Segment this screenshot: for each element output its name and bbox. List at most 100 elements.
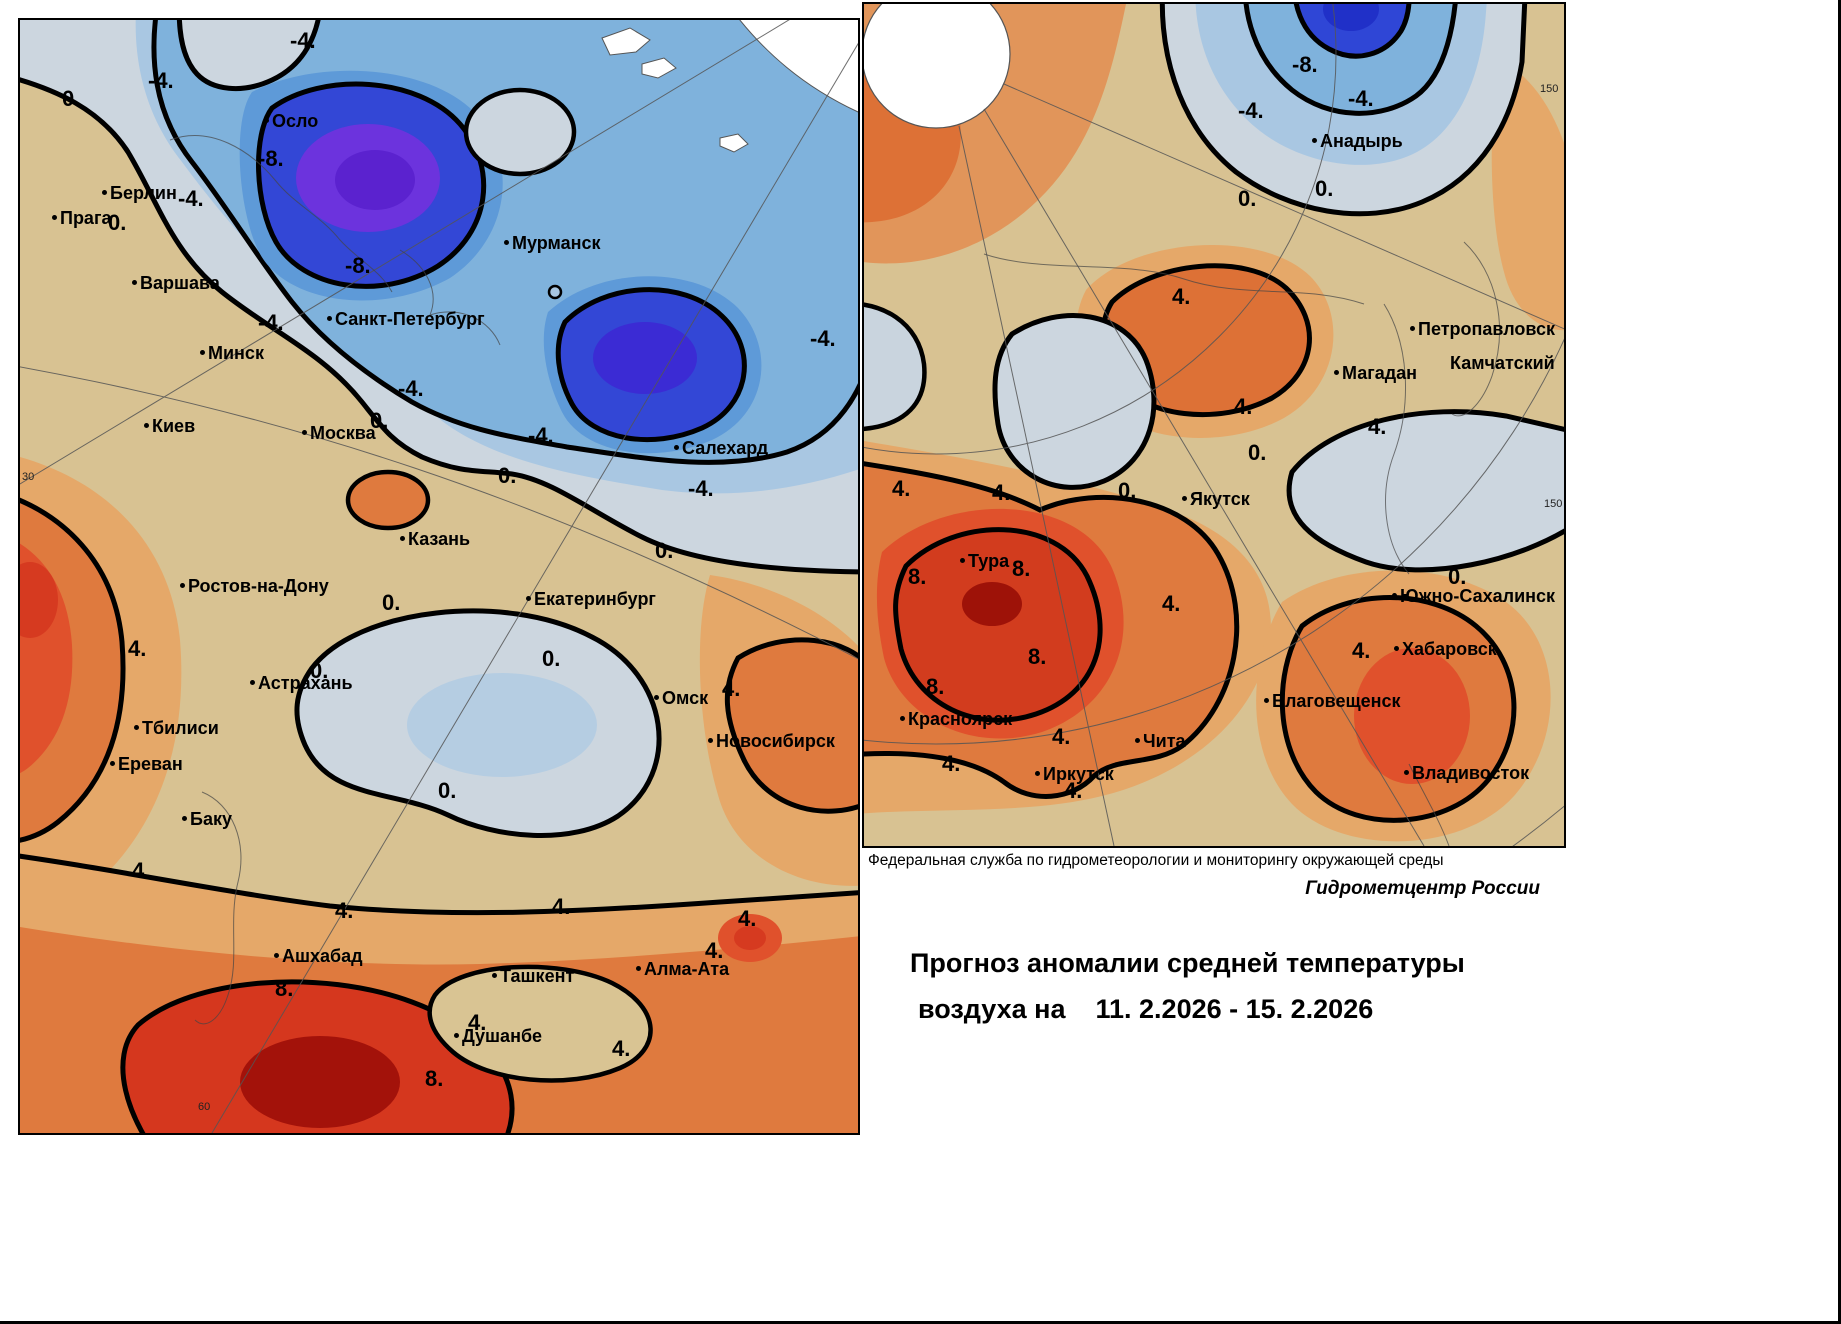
city-dot (1182, 496, 1187, 501)
contour-value-label: 4. (1052, 724, 1071, 749)
city-name: Осло (272, 111, 319, 131)
city-name: Алма-Ата (644, 959, 730, 979)
map-labels-east: Анадырь Петропавловск Камчатский Магадан Яку… (864, 4, 1564, 846)
city-name: Анадырь (1320, 131, 1403, 151)
contour-value-label: 0. (1238, 186, 1257, 211)
city-dot (52, 215, 57, 220)
pole-circle (864, 4, 1011, 129)
city-name: Хабаровск (1402, 639, 1497, 659)
city-label: Магадан (1334, 364, 1417, 383)
city-dot (132, 280, 137, 285)
city-label: Анадырь (1312, 132, 1403, 151)
city-dot (1404, 770, 1409, 775)
city-name: Берлин (110, 183, 177, 203)
city-dot (182, 816, 187, 821)
coastline-details (169, 135, 501, 1025)
city-label: Астрахань (250, 674, 353, 693)
forecast-date-range: 11. 2.2026 - 15. 2.2026 (1095, 994, 1374, 1024)
city-label: Ашхабад (274, 947, 363, 966)
contour-value-label: 4. (1234, 394, 1253, 419)
city-name: Салехард (682, 438, 769, 458)
city-label: Екатеринбург (526, 590, 656, 609)
contour-value-label: 0. (310, 658, 329, 683)
contour-value-label: 0. (108, 210, 127, 235)
city-name: Владивосток (1412, 763, 1530, 783)
contour-value-label: 4. (1162, 591, 1181, 616)
city-name: Иркутск (1043, 764, 1114, 784)
city-dot (454, 1033, 459, 1038)
forecast-title-prefix: воздуха на (918, 994, 1066, 1024)
contour-value-label: -8. (345, 253, 371, 278)
city-dot (200, 350, 205, 355)
cold-anomaly-regions (1159, 4, 1528, 217)
city-label: Камчатский (1450, 354, 1555, 373)
city-name: Тура (968, 551, 1010, 571)
contour-value-label: 4. (992, 480, 1011, 505)
city-dot (264, 118, 269, 123)
graticule-edge-label: 30 (22, 471, 35, 483)
city-name: Ашхабад (282, 946, 363, 966)
city-name: Камчатский (1450, 353, 1555, 373)
city-label: Благовещенск (1264, 692, 1401, 711)
agency-line: Федеральная служба по гидрометеорологии … (868, 852, 1444, 869)
city-label: Ереван (110, 755, 183, 774)
city-name: Петропавловск (1418, 319, 1556, 339)
city-dot (1264, 698, 1269, 703)
city-dot (1135, 738, 1140, 743)
contour-value-label: 0. (655, 538, 674, 563)
contour-value-label: -8. (258, 146, 284, 171)
city-dot (636, 966, 641, 971)
contour-value-label: 0. (1315, 176, 1334, 201)
city-name: Якутск (1190, 489, 1250, 509)
city-label: Минск (200, 344, 264, 363)
polar-cap-corner (739, 20, 858, 113)
city-label: Алма-Ата (636, 960, 729, 979)
contour-value-label: 4. (552, 894, 571, 919)
city-name: Астрахань (258, 673, 353, 693)
city-label: Новосибирск (708, 732, 835, 751)
city-name: Ростов-на-Дону (188, 576, 329, 596)
contour-value-label: 4. (612, 1036, 631, 1061)
city-label: Казань (400, 530, 470, 549)
warm-anomaly-regions (20, 457, 858, 1133)
city-dot (1035, 771, 1040, 776)
city-name: Баку (190, 809, 232, 829)
city-name: Ереван (118, 754, 183, 774)
city-name: Красноярск (908, 709, 1013, 729)
map-art-east (864, 4, 1564, 846)
city-name: Мурманск (512, 233, 601, 253)
forecast-title-line2: воздуха на 11. 2.2026 - 15. 2.2026 (918, 994, 1373, 1025)
city-label: Варшава (132, 274, 220, 293)
city-name: Прага (60, 208, 112, 228)
contour-value-label: 4. (1064, 778, 1083, 803)
city-name: Новосибирск (716, 731, 835, 751)
contour-value-label: -4. (178, 186, 204, 211)
contour-value-label: 0. (382, 590, 401, 615)
contour-value-label: -8. (1292, 52, 1318, 77)
city-label: Омск (654, 689, 708, 708)
contour-value-label: 0. (1448, 564, 1467, 589)
city-name: Казань (408, 529, 471, 549)
city-label: Ростов-на-Дону (180, 577, 329, 596)
city-label: Чита (1135, 732, 1186, 751)
city-name: Благовещенск (1272, 691, 1401, 711)
contour-value-label: 4. (1368, 414, 1387, 439)
contour-value-label: 4. (1352, 638, 1371, 663)
city-name: Душанбе (462, 1026, 543, 1046)
city-label: Красноярск (900, 710, 1012, 729)
city-name: Киев (152, 416, 196, 436)
contour-value-label: 8. (275, 976, 294, 1001)
city-label: Баку (182, 810, 232, 829)
city-name: Ташкент (500, 966, 575, 986)
contour-value-label: 8. (425, 1066, 444, 1091)
contour-value-label: 8. (1012, 556, 1031, 581)
city-name: Москва (310, 423, 376, 443)
contour-value-label: 0. (370, 408, 389, 433)
contour-value-label: -4. (1238, 98, 1264, 123)
contour-value-label: 0. (542, 646, 561, 671)
city-label: Иркутск (1035, 765, 1114, 784)
contour-value-label: 4. (738, 906, 757, 931)
contour-value-label: 4. (1172, 284, 1191, 309)
contour-value-label: -4. (810, 326, 836, 351)
city-dot (900, 716, 905, 721)
